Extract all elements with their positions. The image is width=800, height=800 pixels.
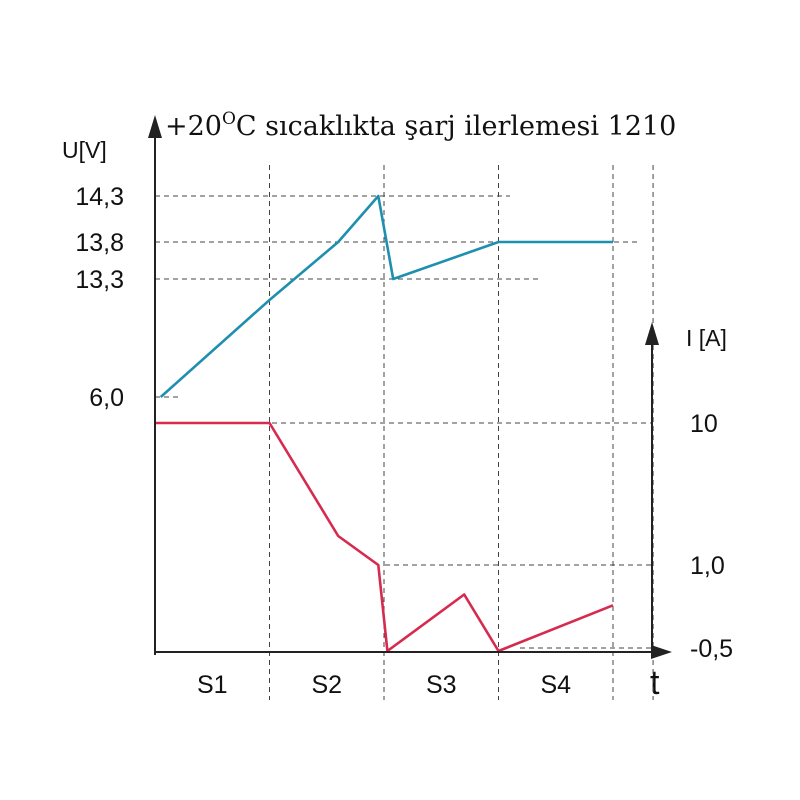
- y-left-tick-label: 14,3: [75, 183, 124, 211]
- y-right-axis-label: I [A]: [686, 325, 727, 351]
- y-right-tick-label: -0,5: [690, 635, 733, 663]
- segment-label-S1: S1: [197, 671, 228, 699]
- current-line: [155, 421, 614, 653]
- y-left-tick-label: 13,8: [75, 229, 124, 257]
- voltage-line: [159, 194, 613, 398]
- y-right-axis-arrow: [645, 322, 659, 345]
- x-axis-arrow: [651, 645, 672, 659]
- segment-label-S4: S4: [540, 671, 571, 699]
- x-axis-label: t: [650, 664, 660, 702]
- y-left-tick-label: 6,0: [89, 384, 124, 412]
- y-right-tick-label: 1,0: [690, 552, 725, 580]
- y-left-axis-arrow: [148, 115, 162, 138]
- y-right-tick-label: 10: [690, 410, 718, 438]
- chart-title: +20OC sıcaklıkta şarj ilerlemesi 1210: [165, 109, 676, 142]
- segment-label-S3: S3: [426, 671, 457, 699]
- series-lines: [155, 194, 614, 653]
- y-right-ticks: 10 1,0 -0,5: [690, 410, 733, 663]
- segment-labels: S1 S2 S3 S4: [197, 671, 571, 699]
- y-left-tick-label: 13,3: [75, 266, 124, 294]
- segment-label-S2: S2: [311, 671, 342, 699]
- y-left-axis-label: U[V]: [62, 137, 107, 163]
- y-left-ticks: 14,3 13,8 13,3 6,0: [75, 183, 124, 412]
